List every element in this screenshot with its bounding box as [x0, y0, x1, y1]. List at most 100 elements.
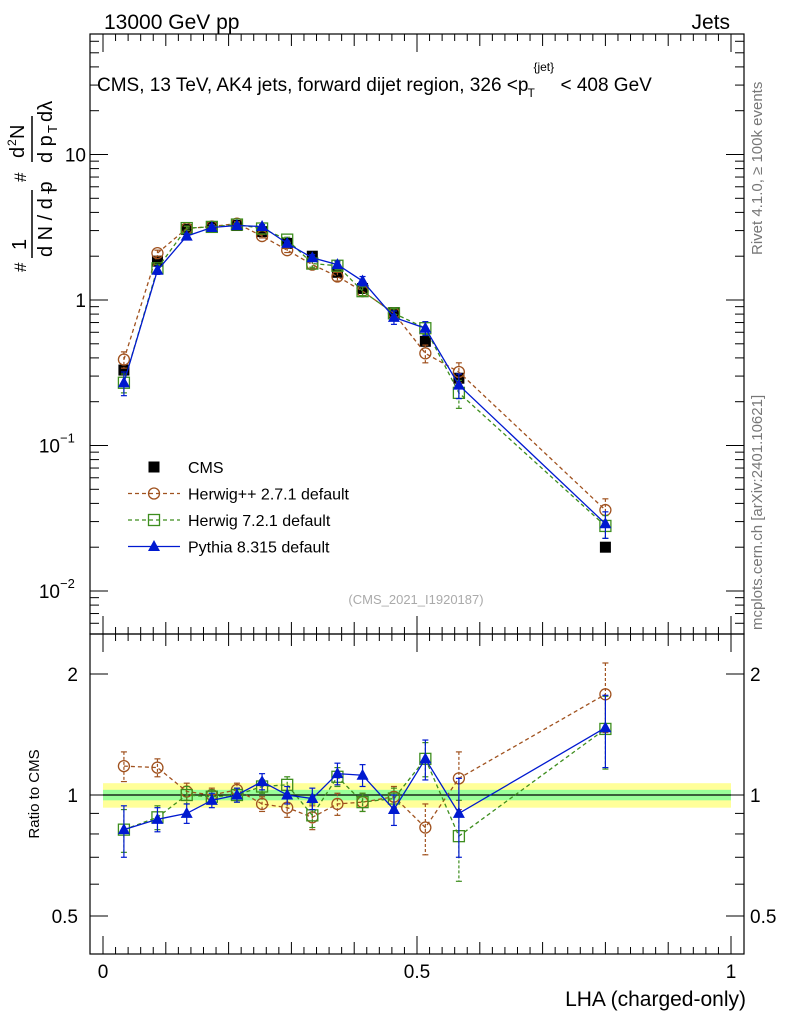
y-tick-label: 10 — [65, 146, 86, 167]
legend-label-herwig-2-7-1-default: Herwig++ 2.7.1 default — [188, 487, 350, 504]
pythia-8-315-default-point — [230, 788, 243, 800]
pythia-8-315-default-point — [599, 517, 612, 529]
pythia-8-315-default-line — [123, 224, 606, 525]
svg-text:d N / d p: d N / d p — [35, 181, 57, 257]
pythia-8-315-default-point — [452, 806, 465, 818]
pythia-8-315-default-point — [331, 767, 344, 779]
pythia-8-315-default-point — [151, 263, 164, 275]
plot-title: CMS, 13 TeV, AK4 jets, forward dijet reg… — [97, 60, 652, 100]
legend-marker-pythia-8-315-default — [148, 540, 160, 551]
svg-text:dλ: dλ — [35, 101, 57, 122]
herwig-7-2-1-default-point — [180, 788, 193, 802]
cms-point — [256, 226, 268, 238]
cms-point — [151, 255, 163, 267]
cms-point — [181, 224, 193, 236]
x-tick-label: 1 — [726, 962, 737, 983]
svg-text:2: 2 — [5, 139, 19, 146]
herwig-2-7-1-default-point — [151, 761, 164, 774]
pythia-8-315-default-point — [356, 768, 369, 780]
ratio-y-tick-label-right: 0.5 — [750, 907, 776, 928]
title-pre: CMS, 13 TeV, AK4 jets, forward dijet reg… — [97, 75, 528, 96]
pythia-8-315-default-point — [205, 793, 218, 805]
svg-text:d p: d p — [35, 135, 57, 163]
header-left: 13000 GeV pp — [104, 11, 239, 34]
ratio-y-tick-label: 2 — [67, 665, 78, 686]
herwig-7-2-1-default-line — [123, 728, 606, 838]
svg-text:T: T — [45, 125, 60, 133]
pythia-8-315-default-line — [123, 727, 606, 831]
pythia-8-315-default-point — [256, 775, 269, 787]
pythia-8-315-default-point — [117, 376, 130, 388]
legend-label-herwig-7-2-1-default: Herwig 7.2.1 default — [188, 513, 331, 530]
svg-text:d: d — [7, 147, 29, 158]
legend-label-pythia-8-315-default: Pythia 8.315 default — [188, 540, 330, 557]
ratio-axis-ticks: 0.5 0.5 1 1 2 2 0 0.5 1 — [52, 634, 776, 983]
pythia-8-315-default-point — [419, 321, 432, 333]
y-tick-exp: −2 — [60, 576, 75, 591]
y-tick-label: 10 — [39, 437, 60, 458]
pythia-8-315-default-point — [452, 378, 465, 390]
herwig-2-7-1-default-line — [123, 693, 606, 829]
y-tick-label: 1 — [75, 291, 86, 312]
ratio-y-tick-label-right: 2 — [750, 665, 761, 686]
cms-point — [419, 335, 431, 347]
y-tick-label: 10 — [39, 582, 60, 603]
x-tick-label: 0.5 — [404, 962, 430, 983]
title-post: < 408 GeV — [560, 75, 652, 96]
y-tick-exp: −1 — [60, 431, 75, 446]
herwig-2-7-1-default-point — [419, 347, 432, 360]
pythia-8-315-default-point — [306, 251, 319, 263]
ratio-series-layer — [117, 662, 612, 882]
cms-point — [118, 364, 130, 376]
rivet-label: Rivet 4.1.0, ≥ 100k events — [749, 82, 766, 255]
herwig-7-2-1-default-line — [123, 223, 606, 527]
herwig-2-7-1-default-point — [151, 246, 164, 260]
pythia-8-315-default-point — [281, 236, 294, 248]
legend-marker-herwig-7-2-1-default — [147, 513, 161, 527]
legend-marker-cms — [148, 461, 160, 473]
herwig-2-7-1-default-point — [255, 797, 269, 811]
pythia-8-315-default-point — [180, 806, 193, 818]
herwig-2-7-1-default-point — [117, 353, 131, 366]
pythia-8-315-default-point — [419, 752, 432, 764]
main-series-layer — [117, 217, 612, 553]
pythia-8-315-default-point — [331, 258, 344, 270]
x-axis-label: LHA (charged-only) — [565, 988, 746, 1011]
title-sub: T — [527, 86, 535, 100]
pythia-8-315-default-point — [387, 310, 400, 322]
pythia-8-315-default-point — [230, 219, 243, 231]
x-tick-label: 0 — [98, 962, 109, 983]
svg-text:1: 1 — [9, 239, 31, 250]
ratio-y-tick-label-right: 1 — [750, 786, 761, 807]
pythia-8-315-default-point — [356, 274, 369, 286]
ratio-y-tick-label: 1 — [67, 786, 78, 807]
mcplots-label: mcplots.cern.ch [arXiv:2401.10621] — [749, 395, 766, 630]
cms-point — [599, 541, 611, 553]
legend-label-cms: CMS — [188, 460, 224, 477]
ratio-y-tick-label: 0.5 — [52, 907, 78, 928]
herwig-2-7-1-default-point — [117, 759, 131, 773]
ratio-ylabel: Ratio to CMS — [26, 749, 43, 838]
pythia-8-315-default-point — [281, 788, 294, 800]
pythia-8-315-default-point — [599, 721, 612, 733]
legend: CMS Herwig++ 2.7.1 default Herwig 7.2.1 de… — [128, 460, 350, 557]
pythia-8-315-default-point — [387, 803, 400, 815]
pythia-8-315-default-point — [306, 792, 319, 804]
pythia-8-315-default-point — [151, 812, 164, 824]
svg-text:#: # — [11, 172, 30, 182]
pythia-8-315-default-point — [205, 220, 218, 232]
legend-marker-herwig-2-7-1-default — [147, 487, 161, 500]
svg-text:T: T — [45, 186, 60, 194]
watermark: (CMS_2021_I1920187) — [348, 592, 483, 607]
header-right: Jets — [691, 11, 730, 34]
herwig-2-7-1-default-line — [123, 222, 606, 511]
herwig-2-7-1-default-point — [331, 797, 344, 811]
herwig-2-7-1-default-point — [419, 821, 432, 834]
pythia-8-315-default-point — [117, 823, 130, 835]
pythia-8-315-default-point — [256, 220, 269, 232]
main-ylabel: # 1 d N / d p T # d2N d p T dλ — [5, 101, 60, 272]
herwig-7-2-1-default-point — [356, 795, 369, 809]
pythia-8-315-default-point — [180, 229, 193, 241]
